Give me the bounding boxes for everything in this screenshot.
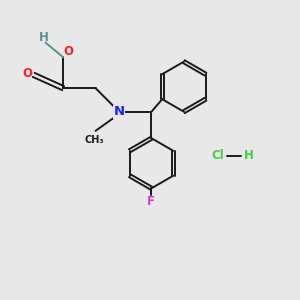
Text: N: N [113, 105, 124, 118]
Text: O: O [22, 67, 32, 80]
Text: CH₃: CH₃ [84, 135, 104, 145]
Text: F: F [147, 195, 155, 208]
Text: H: H [244, 149, 254, 162]
Text: H: H [39, 31, 49, 44]
Text: O: O [63, 45, 74, 58]
Text: Cl: Cl [211, 149, 224, 162]
